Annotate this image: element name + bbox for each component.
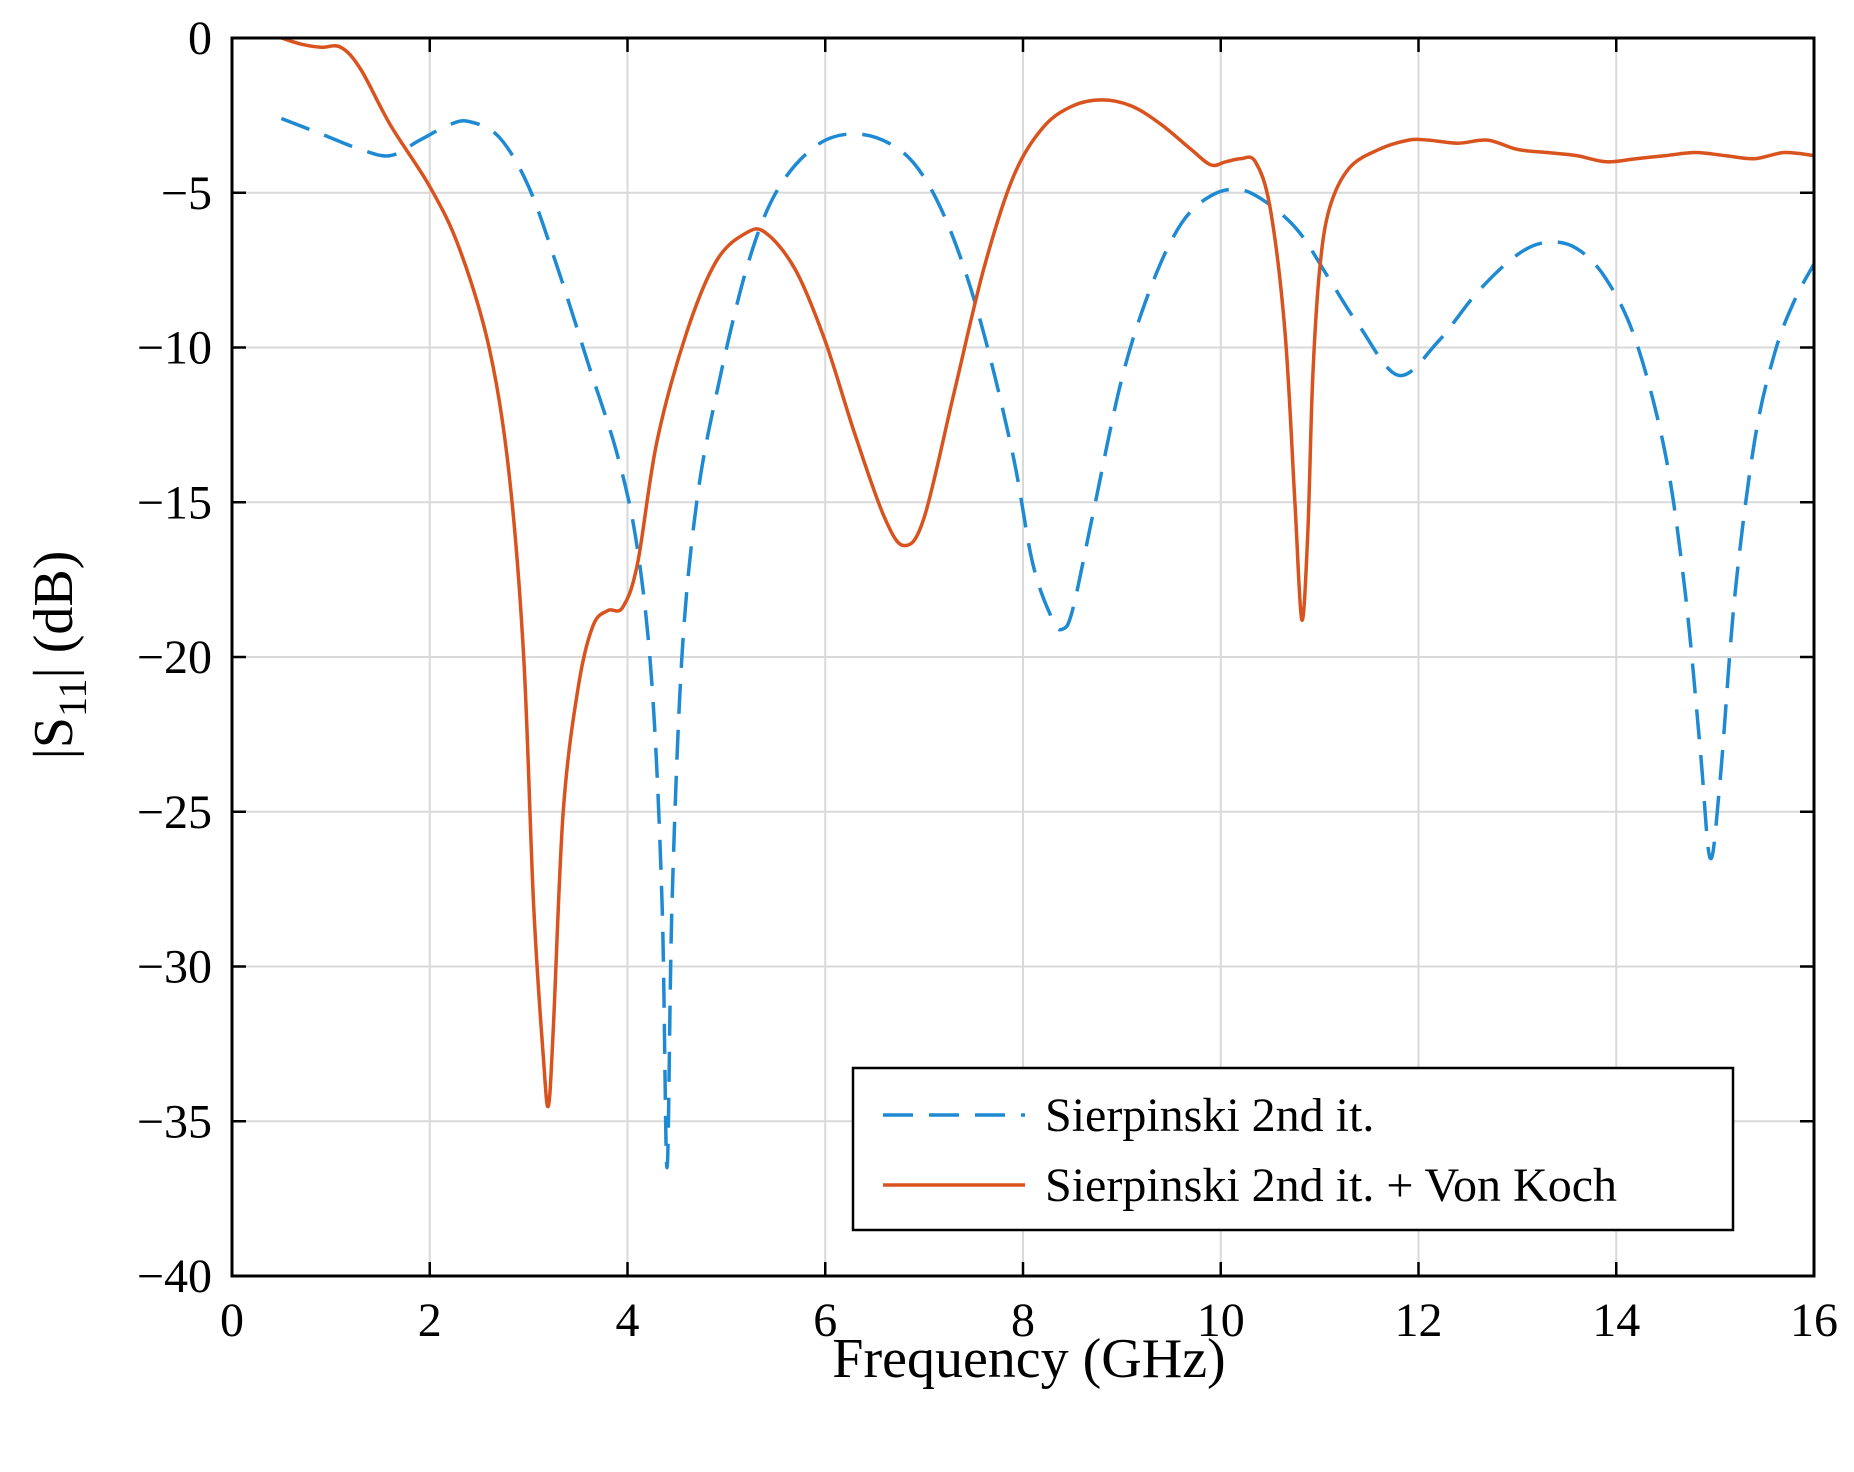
x-tick-label: 2 — [418, 1294, 442, 1347]
x-tick-label: 8 — [1011, 1294, 1035, 1347]
series-line-sierpinski-von-koch — [280, 36, 1815, 1109]
x-tick-labels: 0 2 4 6 8 10 12 14 16 — [220, 1294, 1838, 1347]
x-tick-label: 14 — [1592, 1294, 1640, 1347]
legend-label-sierpinski-von-koch: Sierpinski 2nd it. + Von Koch — [1045, 1159, 1617, 1212]
x-tick-label: 0 — [220, 1294, 244, 1347]
series-lines — [280, 36, 1816, 1170]
tick-marks — [230, 36, 1816, 1278]
x-tick-label: 6 — [813, 1294, 837, 1347]
y-tick-label: −15 — [137, 476, 212, 529]
legend-box — [851, 1066, 1735, 1232]
y-tick-label: −5 — [161, 167, 212, 220]
y-tick-label: −30 — [137, 941, 212, 994]
y-tick-label: −10 — [137, 322, 212, 375]
legend-label-sierpinski: Sierpinski 2nd it. — [1045, 1089, 1374, 1142]
y-axis-label-prefix: |S — [23, 717, 85, 759]
y-tick-labels: 0 −5 −10 −15 −20 −25 −30 −35 −40 — [137, 12, 212, 1303]
y-axis-label-subscript: 11 — [50, 678, 95, 717]
y-tick-label: −20 — [137, 631, 212, 684]
legend: Sierpinski 2nd it. Sierpinski 2nd it. + … — [851, 1066, 1735, 1232]
x-tick-label: 12 — [1395, 1294, 1443, 1347]
x-tick-label: 10 — [1197, 1294, 1245, 1347]
y-tick-label: 0 — [188, 12, 212, 65]
x-tick-label: 16 — [1790, 1294, 1838, 1347]
x-axis-label: Frequency (GHz) — [832, 1328, 1225, 1390]
y-tick-label: −40 — [137, 1250, 212, 1303]
y-tick-label: −25 — [137, 786, 212, 839]
y-axis-label-suffix: | (dB) — [23, 551, 85, 679]
y-axis-label: |S11| (dB) — [23, 551, 95, 760]
y-tick-label: −35 — [137, 1095, 212, 1148]
series-line-sierpinski — [280, 116, 1816, 1170]
x-tick-label: 4 — [616, 1294, 640, 1347]
